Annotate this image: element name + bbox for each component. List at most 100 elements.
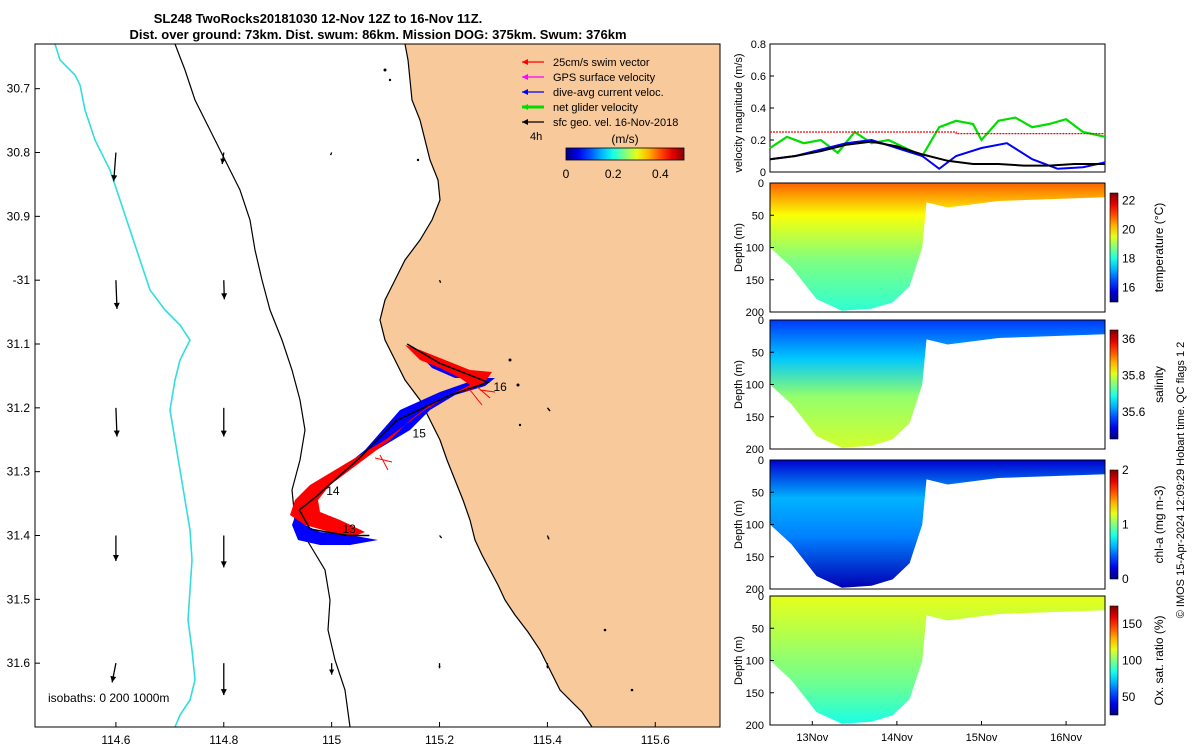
- map-y-tick-label: 31.1: [7, 337, 31, 351]
- section-data-field: [770, 320, 1105, 448]
- time-tick-label: 13Nov: [796, 732, 828, 744]
- section-colorbar-tick-label: 0: [1122, 572, 1129, 586]
- time-tick-label: 16Nov: [1050, 732, 1082, 744]
- footer-credit: © IMOS 15-Apr-2024 12:09:29 Hobart time.…: [1175, 342, 1187, 619]
- section-y-tick-label: 50: [752, 347, 764, 359]
- section-y-tick-label: 200: [746, 444, 764, 456]
- track-day-label: 13: [342, 522, 356, 536]
- map-y-tick-label: 31.6: [7, 656, 31, 670]
- section-y-tick-label: 50: [752, 210, 764, 222]
- section-colorbar-label: Ox. sat. ratio (%): [1152, 615, 1166, 705]
- map-y-tick-label: 30.7: [7, 82, 31, 96]
- legend-interval-note: 4h: [530, 131, 542, 143]
- map-x-tick-label: 115: [322, 733, 341, 747]
- geo-vector-head: [440, 536, 442, 539]
- section-y-tick-label: 50: [752, 623, 764, 635]
- legend-swatch-head: [522, 119, 528, 125]
- legend-label: dive-avg current veloc.: [553, 87, 664, 99]
- speed-colorbar-tick-label: 0: [563, 167, 570, 181]
- velocity-series-line: [769, 116, 1106, 158]
- track-day-label: 15: [413, 426, 427, 440]
- track-day-label: 16: [493, 380, 507, 394]
- velocity-y-tick-label: 0.4: [751, 103, 766, 115]
- velocity-series-line: [770, 131, 1105, 135]
- geo-vector-head: [546, 665, 549, 669]
- land-mass: [380, 44, 720, 727]
- map-y-tick-label: 30.9: [7, 209, 31, 223]
- map-y-tick-label: 31.3: [7, 465, 31, 479]
- geo-vector-head: [112, 555, 119, 562]
- map-x-axis: 114.6 114.8 115 115.2 115.4 115.6: [101, 722, 670, 747]
- section-y-tick-label: 0: [758, 591, 764, 603]
- velocity-y-tick-label: 0.8: [751, 39, 766, 51]
- section-colorbar-tick-label: 18: [1122, 251, 1136, 265]
- map-y-tick-label: 31.4: [7, 529, 31, 543]
- section-y-tick-label: 150: [746, 688, 764, 700]
- velocity-y-tick-label: 0.2: [751, 135, 766, 147]
- section-colorbar-tick-label: 2: [1122, 463, 1129, 477]
- geo-vector-head: [113, 302, 120, 309]
- velocity-ylabel: velocity magnitude (m/s): [733, 53, 745, 172]
- section-y-tick-label: 100: [746, 380, 764, 392]
- velocity-frame: [769, 43, 1106, 173]
- section-colorbar-tick-label: 100: [1122, 654, 1142, 668]
- map-frame: [34, 43, 721, 728]
- section-y-tick-label: 150: [746, 412, 764, 424]
- legend-swatch-head: [522, 104, 528, 110]
- section-colorbar-label: chl-a (mg m-3): [1152, 485, 1166, 563]
- title-line-2: Dist. over ground: 73km. Dist. swum: 86k…: [129, 27, 626, 42]
- section-y-tick-label: 50: [752, 487, 764, 499]
- section-y-tick-label: 200: [746, 720, 764, 732]
- map-x-tick-label: 115.6: [641, 733, 670, 747]
- geo-vector-head: [113, 430, 120, 437]
- legend-swatch-head: [522, 74, 528, 80]
- map-x-tick-label: 114.8: [209, 733, 238, 747]
- legend-label: 25cm/s swim vector: [553, 57, 650, 69]
- isobath-0m: [379, 44, 593, 727]
- map-y-tick-label: -31: [13, 273, 31, 287]
- section-y-tick-label: 150: [746, 275, 764, 287]
- velocity-y-tick-label: 0: [760, 167, 766, 179]
- section-colorbar: [1109, 605, 1119, 716]
- section-y-tick-label: 0: [758, 178, 764, 190]
- section-colorbar-label: temperature (°C): [1152, 203, 1166, 293]
- section-colorbar: [1109, 329, 1119, 440]
- legend-swatch-head: [522, 59, 528, 65]
- geo-vector-head: [547, 537, 550, 540]
- section-colorbar: [1109, 469, 1119, 580]
- speed-colorbar-tick-label: 0.4: [652, 167, 669, 181]
- map-y-tick-label: 30.8: [7, 146, 31, 160]
- velocity-y-tick-label: 0.6: [751, 71, 766, 83]
- section-ylabel: Depth (m): [733, 223, 745, 272]
- speed-colorbar-label: (m/s): [611, 132, 638, 146]
- legend-swatch-head: [522, 89, 528, 95]
- section-y-tick-label: 200: [746, 307, 764, 319]
- section-y-tick-label: 0: [758, 315, 764, 327]
- map-x-tick-label: 115.2: [425, 733, 454, 747]
- section-y-tick-label: 200: [746, 584, 764, 596]
- section-data-field: [770, 596, 1105, 724]
- section-colorbar-tick-label: 50: [1122, 690, 1136, 704]
- speed-colorbar-tick-label: 0.2: [605, 167, 622, 181]
- geo-vector-head: [438, 665, 441, 669]
- isobaths-label: isobaths: 0 200 1000m: [48, 691, 169, 705]
- isobath-200m: [174, 44, 351, 727]
- geo-vector-head: [111, 175, 118, 182]
- section-data-field: [770, 183, 1105, 311]
- section-y-tick-label: 150: [746, 552, 764, 564]
- geo-vector-head: [330, 153, 332, 156]
- section-y-tick-label: 100: [746, 243, 764, 255]
- section-ylabel: Depth (m): [733, 636, 745, 685]
- section-colorbar-tick-label: 35.6: [1122, 405, 1146, 419]
- velocity-panel: 0 0.2 0.4 0.6 0.8 velocity magnitude (m/s): [733, 39, 1106, 179]
- section-colorbar-tick-label: 36: [1122, 332, 1136, 346]
- section-colorbar: [1109, 192, 1119, 303]
- map-y-tick-label: 31.2: [7, 401, 31, 415]
- section-colorbar-tick-label: 1: [1122, 518, 1129, 532]
- legend-label: sfc geo. vel. 16-Nov-2018: [553, 117, 678, 129]
- section-colorbar-tick-label: 22: [1122, 193, 1136, 207]
- geo-vector-head: [329, 669, 335, 675]
- time-tick-label: 14Nov: [881, 732, 913, 744]
